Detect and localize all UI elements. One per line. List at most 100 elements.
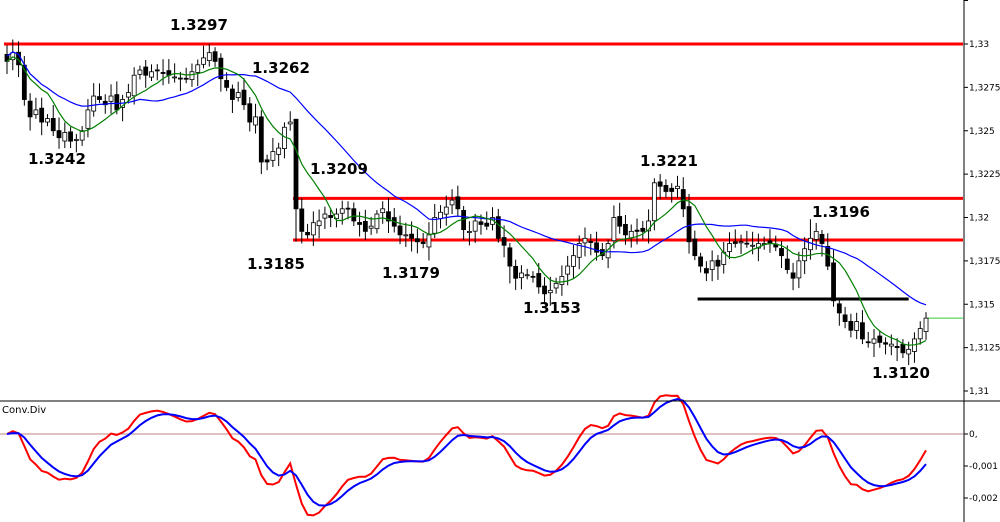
candle-body (33, 109, 39, 116)
candle-body (56, 130, 62, 139)
candle-body (125, 92, 131, 98)
candle-body (651, 182, 657, 222)
candle-body (917, 328, 923, 340)
candle-body (594, 242, 599, 253)
candle-body (663, 185, 669, 192)
candle-body (524, 274, 530, 277)
candle-body (108, 95, 114, 102)
candle-body (362, 220, 368, 232)
candle-body (484, 222, 490, 227)
candle-body (871, 338, 877, 344)
candle-body (247, 103, 253, 123)
candle-body (432, 217, 438, 234)
osc-y-tick-label: -0,002 (969, 494, 998, 504)
candle-body (39, 107, 45, 123)
candle-body (351, 208, 357, 222)
candle-body (212, 51, 218, 62)
candle-body (443, 206, 449, 215)
candle-body (449, 199, 455, 206)
candle-body (177, 77, 183, 80)
candle-body (813, 230, 819, 240)
oscillator-title: Conv.Div (2, 405, 46, 416)
candle-body (114, 94, 120, 111)
candle-body (305, 232, 310, 236)
candle-body (732, 241, 738, 244)
candle-body (692, 238, 698, 257)
candle-body (79, 130, 85, 141)
candle-body (183, 77, 189, 80)
candle-body (478, 221, 484, 225)
candle-body (137, 69, 143, 75)
price-annotation: 1.3221 (640, 152, 698, 170)
price-annotation: 1.3209 (310, 160, 368, 178)
candle-body (727, 243, 732, 252)
candle-body (293, 118, 299, 210)
y-tick-label: 1,3225 (969, 170, 1000, 180)
candle-body (547, 289, 553, 294)
osc-y-tick-label: -0,001 (969, 462, 998, 472)
y-tick-label: 1,3125 (969, 344, 1000, 354)
candle-body (235, 92, 241, 98)
candle-body (640, 227, 646, 232)
y-tick-label: 1,33 (969, 40, 989, 50)
candle-body (530, 275, 536, 278)
candle-body (831, 262, 836, 302)
candle-body (513, 265, 519, 279)
y-tick-label: 1,32 (969, 214, 989, 224)
candle-body (680, 189, 686, 210)
price-annotation: 1.3153 (523, 299, 581, 317)
candle-body (888, 343, 894, 347)
candle-body (709, 260, 715, 270)
candle-body (386, 211, 391, 222)
candle-body (790, 272, 796, 279)
candle-body (784, 258, 790, 270)
candle-body (617, 216, 623, 227)
candle-body (45, 118, 50, 123)
candle-body (501, 237, 507, 246)
candle-body (576, 243, 582, 258)
price-annotation: 1.3185 (247, 255, 305, 273)
price-panel: 1,31 1,3125 1,315 1,3175 1,32 1,3225 1,325 1,32… (4, 0, 1000, 397)
candle-body (854, 321, 860, 331)
candle-body (698, 256, 703, 267)
candle-body (172, 76, 178, 79)
candle-body (224, 80, 230, 88)
candle-body (819, 233, 825, 244)
candle-body (796, 260, 802, 279)
candle-body (414, 238, 420, 243)
price-annotation: 1.3196 (812, 203, 870, 221)
candle-body (345, 207, 351, 210)
y-tick-label: 1,315 (969, 300, 995, 310)
candle-body (154, 69, 160, 72)
candle-body (779, 248, 784, 257)
candle-body (27, 100, 33, 118)
candle-body (195, 64, 201, 73)
candle-body (97, 96, 102, 100)
y-tick-label: 1,31 (969, 387, 989, 397)
candle-body (738, 241, 744, 244)
candle-body (703, 268, 709, 274)
candle-body (253, 116, 258, 126)
candle-body (634, 229, 640, 232)
candle-body (426, 234, 432, 248)
candle-body (744, 242, 750, 245)
candle-body (472, 220, 478, 232)
candle-body (507, 247, 513, 267)
candle-body (102, 100, 108, 106)
candle-body (646, 220, 651, 232)
candle-body (374, 213, 380, 230)
candle-body (409, 233, 415, 239)
candle-body (339, 208, 345, 214)
candle-body (611, 217, 617, 242)
candle-body (357, 222, 362, 225)
candle-body (848, 320, 854, 331)
candle-body (588, 241, 594, 243)
candle-body (923, 317, 929, 332)
candle-body (328, 215, 334, 218)
candle-body (536, 273, 542, 288)
candle-body (860, 322, 865, 340)
candle-body (264, 159, 270, 163)
candle-body (73, 139, 79, 141)
candle-body (420, 241, 426, 244)
